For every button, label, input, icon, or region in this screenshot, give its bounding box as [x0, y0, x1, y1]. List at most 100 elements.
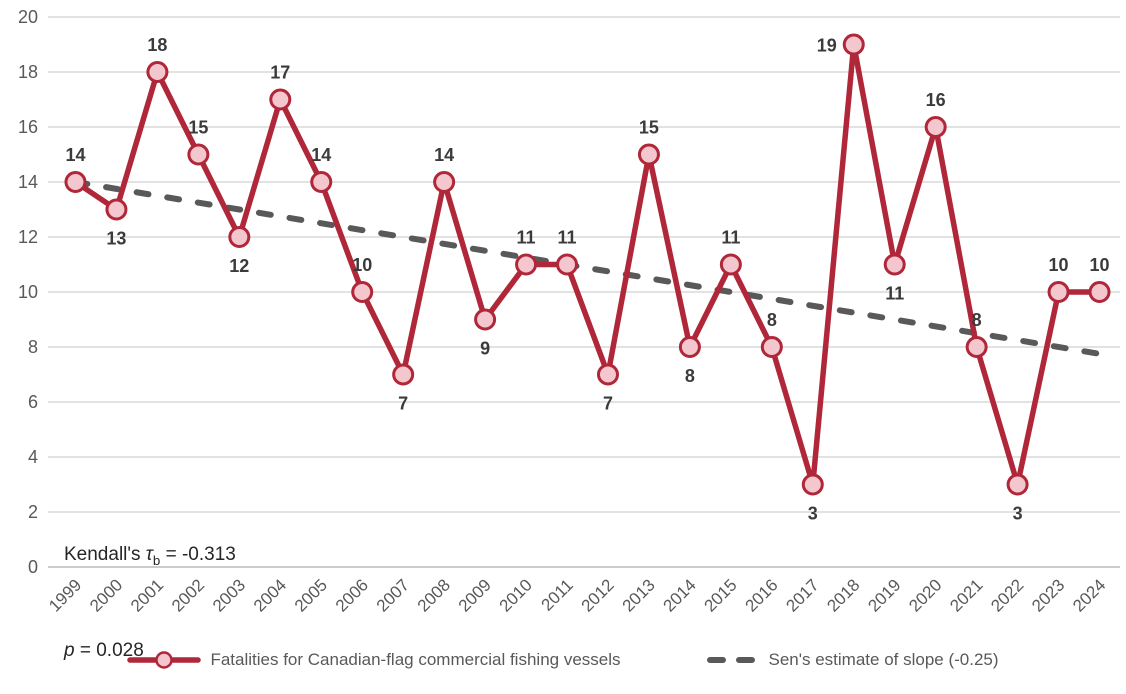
x-axis-tick-label: 2015: [701, 575, 741, 615]
legend-label-fatalities: Fatalities for Canadian-flag commercial …: [210, 650, 621, 669]
data-point-marker: [310, 171, 333, 193]
x-axis-tick-label: 2018: [823, 575, 863, 615]
data-point-label: 12: [229, 256, 249, 276]
data-point-label: 14: [434, 145, 454, 165]
y-axis-tick-label: 20: [18, 7, 38, 27]
data-point-label: 16: [926, 90, 946, 110]
data-point-marker: [596, 363, 619, 386]
x-axis-tick-label: 2016: [741, 575, 781, 615]
data-point-label: 15: [639, 118, 659, 138]
x-axis-tick-label: 2006: [332, 575, 372, 615]
x-axis-tick-label: 2020: [905, 575, 945, 615]
data-point-marker: [1006, 473, 1029, 496]
p-value: = 0.028: [74, 639, 144, 661]
data-point-marker: [351, 281, 374, 303]
data-point-label: 7: [603, 394, 613, 414]
x-axis-tick-label: 2013: [619, 575, 659, 615]
data-point-marker: [637, 143, 660, 166]
data-point-label: 11: [558, 228, 577, 248]
data-point-marker: [842, 33, 865, 56]
y-axis-tick-label: 6: [28, 392, 38, 412]
legend-line-marker-icon: [127, 651, 202, 669]
data-point-label: 11: [721, 228, 740, 248]
fatalities-line: [73, 41, 1100, 488]
chart-legend: Fatalities for Canadian-flag commercial …: [0, 650, 1126, 670]
x-axis-tick-label: 2022: [987, 575, 1027, 615]
data-point-marker: [187, 143, 210, 166]
data-point-marker: [433, 171, 456, 193]
data-point-marker: [105, 198, 128, 221]
legend-item-sen-slope: Sen's estimate of slope (-0.25): [706, 650, 999, 670]
data-point-marker: [924, 116, 947, 138]
data-point-label: 18: [147, 35, 167, 55]
data-point-marker: [1088, 281, 1111, 303]
legend-label-sen-slope: Sen's estimate of slope (-0.25): [768, 650, 999, 669]
data-point-marker: [474, 308, 497, 331]
x-axis-tick-label: 2009: [455, 575, 495, 615]
data-point-label: 10: [1049, 255, 1069, 275]
tau-symbol: τ: [145, 544, 153, 565]
data-point-marker: [760, 336, 783, 358]
y-axis-tick-label: 12: [18, 227, 38, 247]
y-axis-tick-label: 16: [18, 117, 38, 137]
x-axis-tick-label: 2014: [660, 575, 700, 615]
x-axis-tick-label: 2011: [538, 575, 577, 614]
y-axis-tick-label: 10: [18, 282, 38, 302]
x-axis-tick-label: 2017: [782, 575, 822, 615]
x-axis-tick-label: 2005: [291, 575, 331, 615]
data-point-marker: [392, 363, 415, 386]
data-point-marker: [556, 253, 579, 276]
legend-item-fatalities: Fatalities for Canadian-flag commercial …: [127, 650, 621, 670]
data-point-marker: [801, 473, 824, 496]
data-point-label: 14: [65, 145, 85, 165]
y-axis-tick-label: 0: [28, 557, 38, 577]
stats-annotation: Kendall's τb = -0.313 p = 0.028: [64, 480, 236, 694]
y-axis-tick-label: 18: [18, 62, 38, 82]
y-axis-tick-label: 2: [28, 502, 38, 522]
x-axis-tick-label: 2024: [1069, 575, 1109, 615]
legend-dash-icon: [706, 657, 760, 663]
data-point-label: 7: [398, 394, 408, 414]
data-point-marker: [228, 226, 251, 248]
data-point-label: 8: [972, 310, 982, 330]
x-axis-tick-label: 2012: [578, 575, 618, 615]
data-point-label: 11: [517, 228, 536, 248]
data-point-label: 10: [352, 255, 372, 275]
x-axis-tick-label: 2021: [946, 575, 986, 615]
data-point-marker: [965, 336, 988, 358]
data-point-marker: [515, 253, 538, 276]
data-point-label: 11: [885, 284, 904, 304]
p-value-line: p = 0.028: [64, 636, 236, 666]
sen-slope-trend-line: [72, 179, 1103, 357]
kendall-tau-line: Kendall's τb = -0.313: [64, 540, 236, 576]
x-axis-tick-label: 2023: [1028, 575, 1068, 615]
x-axis-tick-label: 2004: [250, 575, 290, 615]
x-axis-tick-label: 2008: [414, 575, 454, 615]
data-point-marker: [269, 88, 292, 111]
x-axis-tick-label: 2019: [864, 575, 904, 615]
data-point-marker: [146, 61, 169, 83]
x-axis-tick-label: 2007: [373, 575, 413, 615]
data-point-label: 3: [1013, 504, 1023, 524]
data-point-label: 10: [1090, 255, 1110, 275]
data-point-marker: [678, 336, 701, 358]
data-point-marker: [1047, 281, 1070, 303]
data-point-marker: [64, 171, 87, 193]
data-point-label: 3: [808, 504, 818, 524]
data-point-label: 13: [106, 229, 126, 249]
y-axis-tick-label: 14: [18, 172, 38, 192]
data-point-marker: [719, 253, 742, 276]
tau-value: = -0.313: [160, 544, 236, 565]
data-point-label: 9: [480, 339, 490, 359]
tau-subscript: b: [152, 552, 161, 568]
data-point-label: 8: [767, 310, 777, 330]
y-axis-tick-label: 8: [28, 337, 38, 357]
data-point-marker: [883, 253, 906, 276]
data-point-label: 14: [311, 145, 331, 165]
data-point-label: 8: [685, 366, 695, 386]
p-symbol: p: [64, 639, 75, 661]
x-axis-tick-label: 2010: [496, 575, 536, 615]
data-point-label: 15: [188, 118, 208, 138]
